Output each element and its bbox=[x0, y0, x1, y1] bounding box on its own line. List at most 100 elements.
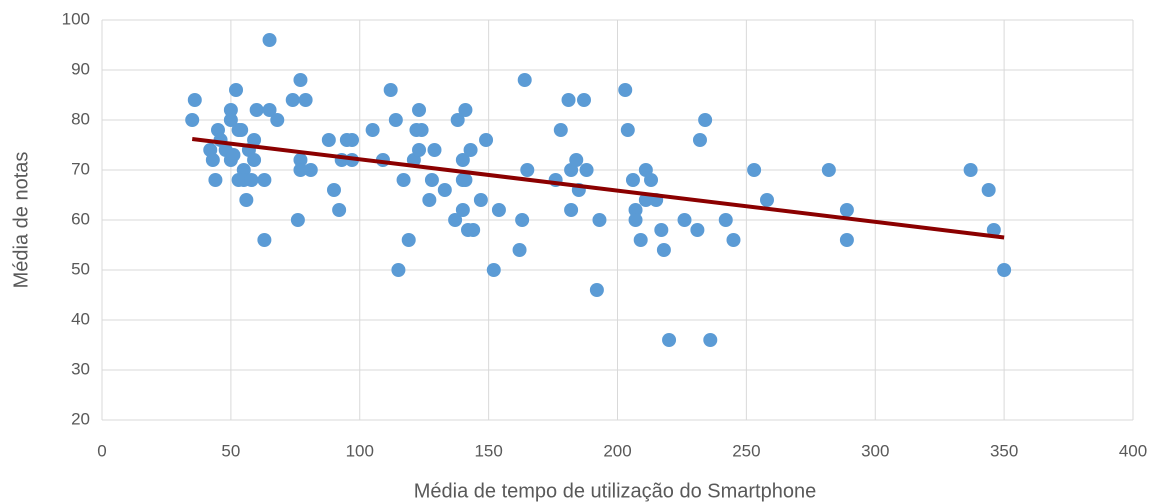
scatter-point bbox=[576, 93, 591, 107]
scatter-point bbox=[747, 163, 762, 177]
scatter-point bbox=[458, 103, 473, 117]
scatter-point bbox=[262, 103, 277, 117]
scatter-point bbox=[520, 163, 535, 177]
scatter-point bbox=[963, 163, 978, 177]
scatter-point bbox=[187, 93, 202, 107]
scatter-point bbox=[257, 233, 272, 247]
y-tick-label: 100 bbox=[62, 9, 90, 28]
scatter-point bbox=[427, 143, 442, 157]
scatter-point bbox=[726, 233, 741, 247]
scatter-point bbox=[303, 163, 318, 177]
scatter-point bbox=[618, 83, 633, 97]
scatter-point bbox=[229, 83, 244, 97]
y-tick-label: 50 bbox=[71, 259, 90, 278]
scatter-point bbox=[455, 153, 470, 167]
scatter-point bbox=[479, 133, 494, 147]
scatter-point bbox=[326, 183, 341, 197]
scatter-point bbox=[692, 133, 707, 147]
scatter-point bbox=[257, 173, 272, 187]
y-tick-label: 70 bbox=[71, 159, 90, 178]
scatter-point bbox=[391, 263, 406, 277]
y-tick-label: 20 bbox=[71, 409, 90, 428]
scatter-point bbox=[703, 333, 718, 347]
scatter-point bbox=[247, 133, 262, 147]
scatter-point bbox=[285, 93, 300, 107]
x-tick-label: 100 bbox=[346, 441, 374, 460]
y-axis-label: Média de notas bbox=[10, 152, 32, 289]
scatter-point bbox=[223, 103, 238, 117]
trendline bbox=[191, 137, 1005, 240]
scatter-point bbox=[625, 173, 640, 187]
scatter-point bbox=[592, 213, 607, 227]
scatter-point bbox=[463, 143, 478, 157]
scatter-point bbox=[290, 213, 305, 227]
scatter-point bbox=[422, 193, 437, 207]
scatter-point bbox=[628, 213, 643, 227]
scatter-point bbox=[638, 193, 653, 207]
y-tick-label: 30 bbox=[71, 359, 90, 378]
scatter-point bbox=[185, 113, 200, 127]
scatter-point bbox=[412, 143, 427, 157]
scatter-point bbox=[486, 263, 501, 277]
scatter-point bbox=[448, 213, 463, 227]
scatter-point bbox=[458, 173, 473, 187]
scatter-point bbox=[997, 263, 1012, 277]
scatter-point bbox=[517, 73, 532, 87]
scatter-point bbox=[656, 243, 671, 257]
scatter-point bbox=[424, 173, 439, 187]
scatter-point bbox=[515, 213, 530, 227]
scatter-point bbox=[455, 203, 470, 217]
y-tick-label: 40 bbox=[71, 309, 90, 328]
x-tick-label: 150 bbox=[474, 441, 502, 460]
scatter-point bbox=[270, 113, 285, 127]
scatter-point bbox=[383, 83, 398, 97]
x-tick-label: 300 bbox=[861, 441, 889, 460]
scatter-point bbox=[223, 113, 238, 127]
y-tick-label: 80 bbox=[71, 109, 90, 128]
scatter-point bbox=[412, 103, 427, 117]
scatter-point bbox=[244, 173, 259, 187]
scatter-point bbox=[981, 183, 996, 197]
scatter-point bbox=[388, 113, 403, 127]
x-tick-label: 200 bbox=[603, 441, 631, 460]
scatter-point bbox=[698, 113, 713, 127]
scatter-point bbox=[234, 123, 249, 137]
scatter-point bbox=[239, 193, 254, 207]
scatter-point bbox=[677, 213, 692, 227]
scatter-point bbox=[839, 233, 854, 247]
scatter-point bbox=[226, 148, 241, 162]
scatter-point bbox=[620, 123, 635, 137]
y-tick-label: 90 bbox=[71, 59, 90, 78]
x-tick-label: 0 bbox=[97, 441, 106, 460]
scatter-point bbox=[298, 93, 313, 107]
scatter-point bbox=[589, 283, 604, 297]
scatter-point bbox=[236, 163, 251, 177]
scatter-point bbox=[208, 173, 223, 187]
scatter-point bbox=[821, 163, 836, 177]
scatter-point bbox=[512, 243, 527, 257]
x-axis-label: Média de tempo de utilização do Smartpho… bbox=[414, 480, 816, 502]
scatter-point bbox=[633, 233, 648, 247]
scatter-point bbox=[654, 223, 669, 237]
scatter-point bbox=[644, 173, 659, 187]
scatter-point bbox=[466, 223, 481, 237]
scatter-point bbox=[247, 153, 262, 167]
scatter-point bbox=[345, 133, 360, 147]
scatter-point bbox=[986, 223, 1001, 237]
scatter-point bbox=[401, 233, 416, 247]
scatter-point bbox=[473, 193, 488, 207]
scatter-point bbox=[690, 223, 705, 237]
scatter-point bbox=[839, 203, 854, 217]
scatter-point bbox=[262, 33, 277, 47]
scatter-point bbox=[450, 113, 465, 127]
scatter-point bbox=[564, 203, 579, 217]
scatter-point bbox=[491, 203, 506, 217]
scatter-point bbox=[437, 183, 452, 197]
scatter-point bbox=[579, 163, 594, 177]
scatter-point bbox=[628, 203, 643, 217]
scatter-point bbox=[553, 123, 568, 137]
scatter-point bbox=[332, 203, 347, 217]
x-tick-label: 50 bbox=[221, 441, 240, 460]
